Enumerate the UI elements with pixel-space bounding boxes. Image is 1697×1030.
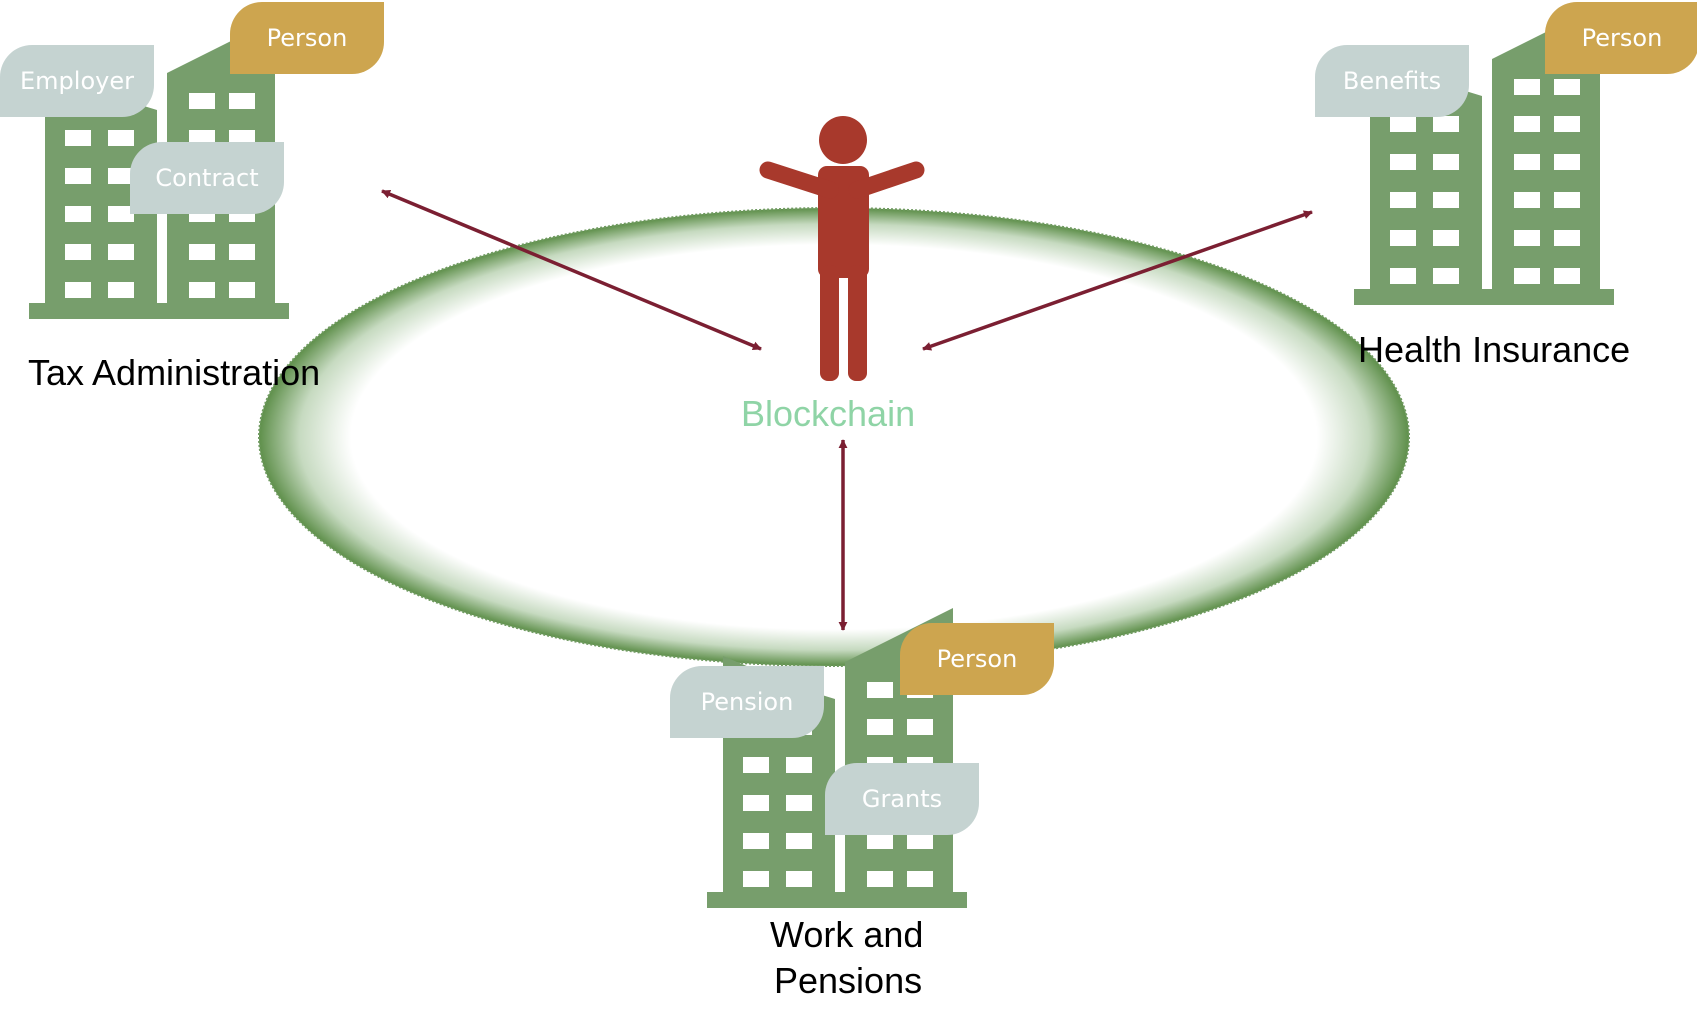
- person-tag: Person: [230, 2, 384, 74]
- employer-tag: Employer: [0, 45, 154, 117]
- person-icon: [759, 116, 925, 381]
- work-pensions-label-line1: Work and: [770, 914, 924, 955]
- contract-tag: Contract: [130, 142, 284, 214]
- pension-tag: Pension: [670, 666, 824, 738]
- arrow-tax-blockchain: [381, 189, 762, 351]
- tax-administration-label: Tax Administration: [28, 352, 321, 393]
- person-tag: Person: [1545, 2, 1697, 74]
- work-pensions-label-line2: Pensions: [774, 960, 923, 1001]
- person-tag: Person: [900, 623, 1054, 695]
- benefits-tag: Benefits: [1315, 45, 1469, 117]
- blockchain-label: Blockchain: [741, 393, 916, 434]
- arrow-health-blockchain: [922, 210, 1313, 351]
- grants-tag: Grants: [825, 763, 979, 835]
- health-insurance-label: Health Insurance: [1358, 329, 1631, 370]
